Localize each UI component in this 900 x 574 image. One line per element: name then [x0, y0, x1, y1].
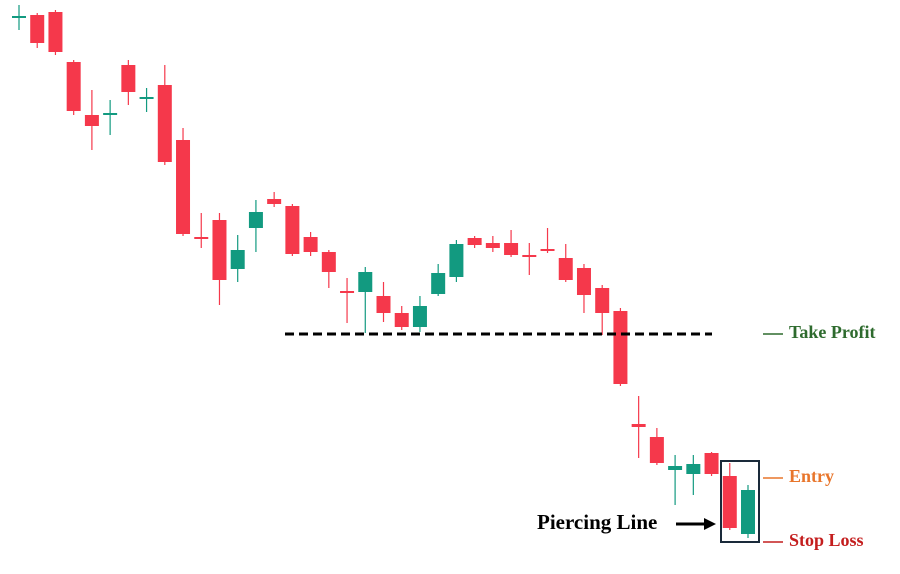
annotation: Piercing Line	[537, 510, 657, 534]
candle-body	[103, 113, 118, 115]
candle-body	[485, 243, 500, 248]
candle-body	[504, 243, 519, 255]
candle-body	[431, 273, 446, 294]
candle-body	[540, 249, 555, 251]
level-label: Entry	[789, 466, 834, 486]
candle-body	[412, 306, 427, 327]
level-label: Stop Loss	[789, 530, 864, 550]
candle-body	[722, 476, 737, 528]
candle-body	[157, 85, 172, 162]
candle-body	[649, 437, 664, 463]
candle-body	[376, 296, 391, 313]
candle-body	[613, 311, 628, 384]
candle-body	[668, 466, 683, 470]
candle-body	[212, 220, 227, 280]
candle-body	[66, 62, 81, 111]
candle-body	[30, 15, 45, 43]
arrow-head	[704, 518, 716, 530]
candle-body	[121, 65, 136, 92]
candle-body	[522, 255, 537, 257]
candle-body	[139, 97, 154, 99]
candle-body	[631, 424, 646, 427]
candle-body	[267, 199, 282, 204]
candle-body	[48, 12, 63, 52]
candle-body	[248, 212, 263, 228]
candle-body	[449, 244, 464, 277]
candle-body	[285, 206, 300, 254]
candle-body	[394, 313, 409, 327]
candle-body	[467, 238, 482, 245]
candle-body	[176, 140, 191, 234]
level-label: Take Profit	[789, 322, 876, 342]
candle-body	[303, 237, 318, 252]
candle-body	[358, 272, 373, 292]
candle-body	[595, 288, 610, 313]
candle-body	[340, 291, 355, 293]
candle-body	[12, 16, 26, 18]
candle-body	[321, 252, 336, 272]
candle-body	[230, 250, 245, 269]
candle-body	[84, 115, 99, 126]
candle-body	[686, 464, 701, 474]
candle-body	[741, 490, 755, 534]
candle-body	[576, 268, 591, 295]
candle-body	[704, 453, 719, 474]
candle-body	[194, 237, 209, 239]
pattern-box	[720, 460, 760, 543]
candle-body	[558, 258, 573, 280]
